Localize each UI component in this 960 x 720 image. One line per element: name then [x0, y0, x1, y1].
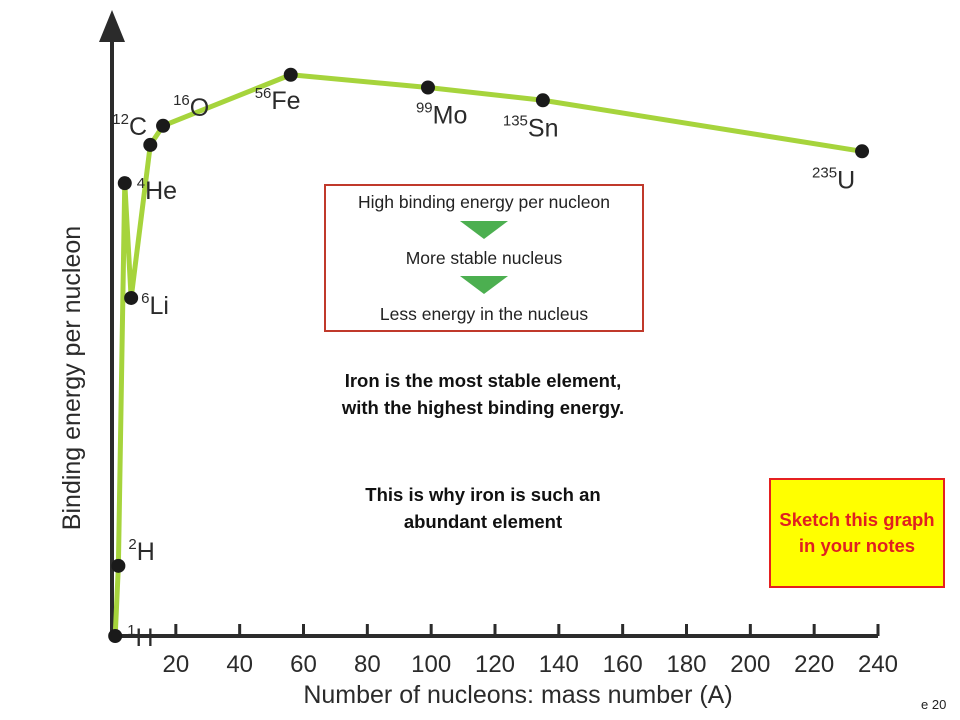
element-label-h-1: 1H	[127, 622, 153, 652]
element-symbol: U	[837, 166, 855, 194]
flow-line-1: High binding energy per nucleon	[358, 192, 610, 212]
mass-number: 235	[812, 164, 837, 181]
sketch-note-box: Sketch this graph in your notes	[769, 478, 945, 588]
element-label-mo-99: 99Mo	[416, 100, 467, 130]
element-symbol: H	[137, 538, 155, 566]
x-tick-label: 240	[858, 651, 898, 678]
data-point-h-2	[111, 558, 126, 573]
element-label-u-235: 235U	[812, 164, 855, 194]
sketch-note-text: Sketch this graph in your notes	[779, 509, 935, 556]
mass-number: 6	[141, 290, 149, 307]
flow-line-2: More stable nucleus	[405, 248, 563, 268]
y-axis-label: Binding energy per nucleon	[58, 226, 86, 530]
element-label-fe-56: 56Fe	[255, 85, 301, 115]
element-symbol: Sn	[528, 114, 559, 142]
mass-number: 12	[112, 111, 129, 128]
element-symbol: Mo	[433, 102, 468, 130]
data-point-h-1	[108, 629, 123, 643]
element-label-he-4: 4He	[137, 175, 177, 205]
element-symbol: Fe	[271, 87, 300, 115]
stability-flow-box: High binding energy per nucleon More sta…	[324, 184, 644, 332]
x-tick-label: 200	[730, 651, 770, 678]
x-tick-label: 80	[354, 651, 381, 678]
mass-number: 99	[416, 100, 433, 117]
mass-number: 135	[503, 112, 528, 129]
data-point-mo-99	[420, 80, 435, 95]
x-tick-label: 20	[162, 651, 189, 678]
x-tick-label: 60	[290, 651, 317, 678]
caption-iron-stable: Iron is the most stable element, with th…	[341, 370, 625, 418]
element-label-o-16: 16O	[173, 92, 209, 122]
binding-energy-line	[112, 72, 865, 639]
mass-number: 2	[128, 536, 136, 553]
data-point-li-6	[124, 290, 139, 305]
data-point-c-12	[143, 137, 158, 152]
data-point-he-4	[117, 176, 132, 191]
mass-number: 4	[137, 175, 145, 192]
element-symbol: He	[145, 177, 177, 205]
x-tick-label: 220	[794, 651, 834, 678]
mass-number: 16	[173, 92, 190, 109]
mass-number: 56	[255, 85, 272, 102]
chart-axes: 20 40 60 80 100 120 140 160 180 200 220 240	[99, 10, 898, 678]
x-tick-label: 40	[226, 651, 253, 678]
y-axis-arrow-icon	[99, 10, 125, 42]
element-symbol: O	[190, 94, 209, 122]
caption-iron-abundant: This is why iron is such an abundant ele…	[365, 484, 601, 532]
element-label-sn-135: 135Sn	[503, 112, 559, 142]
down-arrow-icon	[460, 276, 508, 294]
binding-energy-series	[108, 67, 870, 643]
x-tick-label: 180	[666, 651, 706, 678]
x-axis-label: Number of nucleons: mass number (A)	[303, 681, 732, 709]
data-point-fe-56	[283, 67, 298, 82]
data-point-u-235	[855, 144, 870, 159]
data-point-o-16	[156, 118, 171, 133]
x-tick-label: 140	[539, 651, 579, 678]
mass-number: 1	[127, 622, 135, 639]
slide-number: e 20	[921, 697, 947, 712]
element-label-h-2: 2H	[128, 536, 154, 566]
data-point-sn-135	[535, 93, 550, 108]
element-symbol: Li	[149, 292, 168, 320]
element-label-c-12: 12C	[112, 111, 147, 141]
x-tick-label: 120	[475, 651, 515, 678]
element-label-li-6: 6Li	[141, 290, 169, 320]
element-symbol: H	[136, 624, 154, 652]
down-arrow-icon	[460, 221, 508, 239]
element-symbol: C	[129, 113, 147, 141]
x-tick-label: 160	[603, 651, 643, 678]
x-tick-label: 100	[411, 651, 451, 678]
flow-line-3: Less energy in the nucleus	[379, 304, 589, 324]
